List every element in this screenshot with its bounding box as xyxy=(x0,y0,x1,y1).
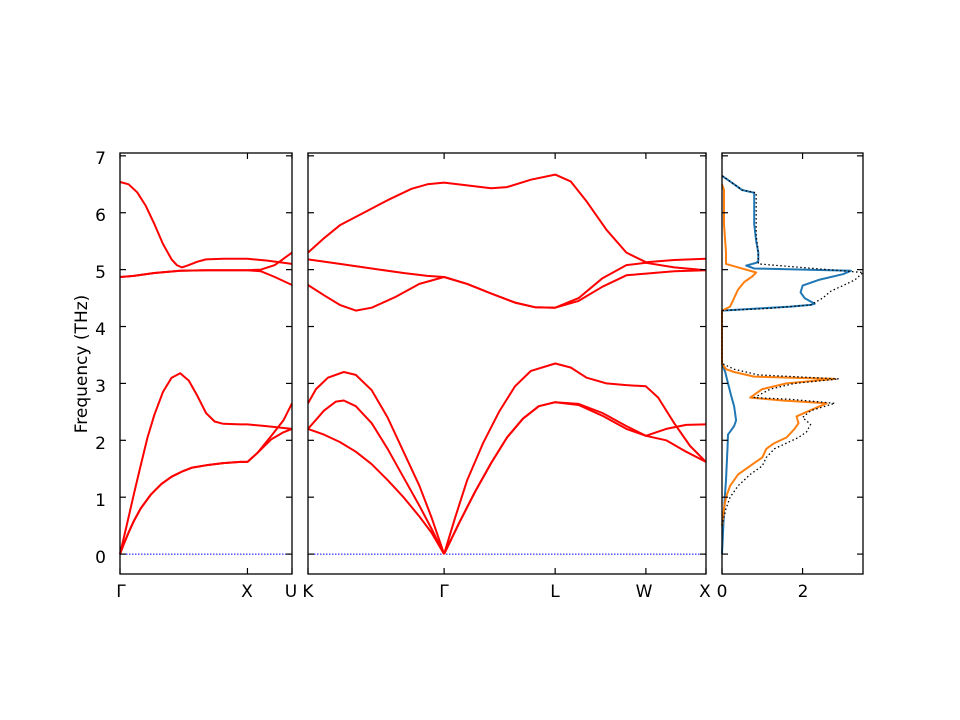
x-tick-label-x-1: X xyxy=(241,582,253,602)
x-tick-label-k: K xyxy=(302,582,314,602)
x-tick-label-l: L xyxy=(550,582,560,602)
y-tick-label-6: 6 xyxy=(95,206,106,226)
dos-panel: 0 2 xyxy=(717,152,864,602)
phonon-branch-8 xyxy=(307,261,707,312)
y-tick-label-2: 2 xyxy=(95,434,106,454)
phonon-branch-1 xyxy=(307,427,445,555)
x-tick-label-gamma-2: Γ xyxy=(439,582,449,602)
phonon-branch-5 xyxy=(443,401,707,555)
dos-x-tick-label-2: 2 xyxy=(798,582,809,602)
dos-series-group xyxy=(721,174,864,555)
panel-2-frame xyxy=(307,152,707,575)
band-structure-panel-1: 0 1 2 3 4 5 6 7 Frequency (THz) Γ X U xyxy=(72,149,297,602)
phonon-branch-3 xyxy=(307,371,446,555)
phonon-branch-9 xyxy=(307,173,707,264)
y-axis-label: Frequency (THz) xyxy=(72,295,92,434)
phonon-branch-5 xyxy=(119,269,293,286)
y-tick-label-5: 5 xyxy=(95,263,106,283)
band-structure-panel-2: K Γ L W X xyxy=(302,152,711,602)
dos-ticks xyxy=(721,153,863,574)
y-tick-label-7: 7 xyxy=(95,149,106,169)
phonon-branch-2 xyxy=(119,427,293,555)
y-tick-label-1: 1 xyxy=(95,491,106,511)
y-tick-label-3: 3 xyxy=(95,377,106,397)
x-tick-label-x-2: X xyxy=(699,582,711,602)
x-tick-label-w: W xyxy=(636,582,653,602)
phonon-branch-3 xyxy=(119,372,293,555)
y-tick-label-4: 4 xyxy=(95,320,106,340)
phonon-branch-6 xyxy=(443,362,707,555)
dos-curve-2 xyxy=(721,183,836,526)
dos-curve-3 xyxy=(721,175,864,526)
phonon-branch-2 xyxy=(307,399,445,555)
y-tick-label-0: 0 xyxy=(95,548,106,568)
panel-2-series-group xyxy=(307,173,707,555)
panel-1-series-group xyxy=(119,181,293,555)
dos-frame xyxy=(721,152,864,575)
phonon-branch-6 xyxy=(119,181,293,269)
x-tick-label-u: U xyxy=(285,582,297,602)
x-tick-label-gamma-1: Γ xyxy=(116,582,126,602)
dos-x-tick-label-0: 0 xyxy=(717,582,728,602)
panel-1-frame xyxy=(119,152,293,575)
